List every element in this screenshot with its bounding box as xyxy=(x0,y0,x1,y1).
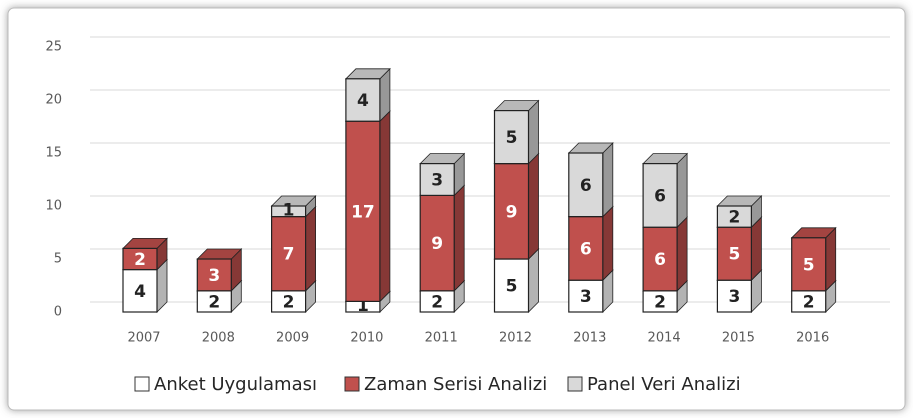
data-label: 6 xyxy=(654,250,666,270)
bar xyxy=(345,78,381,122)
data-label: 6 xyxy=(580,239,592,259)
bar-side xyxy=(528,248,539,313)
legend-label: Anket Uygulaması xyxy=(154,374,317,395)
data-label: 9 xyxy=(506,202,518,222)
y-tick-label: 15 xyxy=(45,146,62,161)
data-label: 1 xyxy=(357,296,369,316)
data-label: 3 xyxy=(208,266,220,286)
bar xyxy=(642,226,678,292)
y-tick-label: 20 xyxy=(45,93,62,108)
data-label: 2 xyxy=(431,292,443,312)
bar xyxy=(716,279,753,313)
x-tick-label: 2010 xyxy=(350,331,383,346)
y-tick-label: 5 xyxy=(54,252,62,267)
data-label: 3 xyxy=(431,171,443,191)
bar xyxy=(271,205,307,218)
data-label: 2 xyxy=(728,208,740,228)
data-label: 2 xyxy=(208,292,220,312)
bar xyxy=(568,152,604,218)
x-tick-label: 2013 xyxy=(573,331,606,346)
bar xyxy=(419,163,455,197)
y-tick-label: 10 xyxy=(45,199,62,214)
x-tick-label: 2014 xyxy=(648,331,681,346)
data-label: 2 xyxy=(803,292,815,312)
x-tick-label: 2009 xyxy=(276,331,309,346)
y-tick-label: 0 xyxy=(54,305,62,320)
data-label: 4 xyxy=(357,91,369,111)
bar xyxy=(791,237,827,292)
bar xyxy=(716,205,753,228)
data-label: 5 xyxy=(803,255,815,275)
data-label: 6 xyxy=(580,176,592,196)
bar-side xyxy=(602,205,614,282)
x-tick-label: 2015 xyxy=(722,331,755,346)
legend-label: Panel Veri Analizi xyxy=(587,374,741,395)
data-label: 3 xyxy=(580,287,592,307)
bar xyxy=(271,216,307,292)
data-label: 5 xyxy=(506,277,518,297)
legend-swatch xyxy=(567,376,583,392)
data-label: 17 xyxy=(351,202,375,222)
data-label: 7 xyxy=(283,245,295,265)
data-label: 4 xyxy=(134,282,146,302)
bar-side xyxy=(825,226,837,292)
bar-side xyxy=(676,152,688,229)
bar-side xyxy=(453,184,465,292)
bar-side xyxy=(528,152,539,260)
bar-side xyxy=(528,99,539,165)
bar-side xyxy=(751,216,762,282)
data-label: 1 xyxy=(283,201,295,221)
bar-side xyxy=(602,142,614,218)
y-tick-label: 25 xyxy=(45,40,62,55)
data-label: 5 xyxy=(506,128,518,148)
bar xyxy=(716,226,753,281)
bar xyxy=(493,163,530,260)
data-label: 5 xyxy=(728,245,740,265)
bar xyxy=(493,109,530,165)
data-label: 6 xyxy=(654,186,666,206)
data-label: 9 xyxy=(431,234,443,254)
bar xyxy=(419,194,455,292)
x-tick-label: 2011 xyxy=(425,331,458,346)
data-label: 3 xyxy=(728,287,740,307)
data-label: 2 xyxy=(654,292,666,312)
x-tick-label: 2007 xyxy=(127,331,160,346)
legend-swatch xyxy=(344,376,360,392)
legend-swatch xyxy=(134,376,150,392)
bar xyxy=(642,163,678,228)
bar-side xyxy=(305,205,317,292)
bar xyxy=(493,258,530,313)
data-label: 2 xyxy=(283,292,295,312)
x-tick-label: 2016 xyxy=(796,331,829,346)
bar-side xyxy=(676,216,688,292)
data-label: 2 xyxy=(134,250,146,270)
bar xyxy=(122,247,158,271)
bar xyxy=(568,216,604,281)
x-tick-label: 2012 xyxy=(499,331,532,346)
bar xyxy=(345,120,381,302)
bar xyxy=(196,258,232,292)
legend-label: Zaman Serisi Analizi xyxy=(364,374,547,395)
x-tick-label: 2008 xyxy=(202,331,235,346)
bar-side xyxy=(379,110,391,303)
